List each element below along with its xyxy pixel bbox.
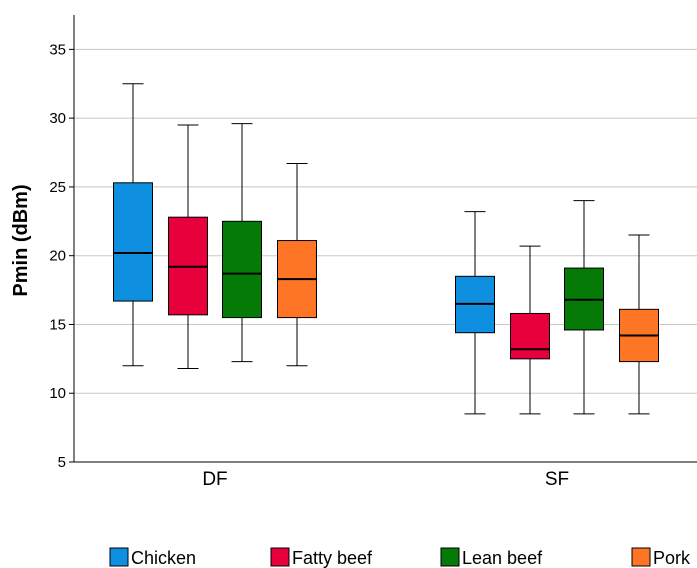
box-plot-pork-df — [277, 163, 317, 367]
boxes — [113, 83, 659, 415]
gridlines — [74, 48, 697, 394]
y-tick-label: 35 — [49, 41, 66, 58]
legend-swatch — [270, 547, 290, 567]
legend-item-lean-beef: Lean beef — [440, 547, 543, 568]
legend-item-fatty-beef: Fatty beef — [270, 547, 373, 568]
box-plot-chicken-df — [113, 83, 153, 367]
legend: Chicken Fatty beef Lean beef Pork — [109, 547, 691, 568]
legend-item-chicken: Chicken — [109, 547, 196, 568]
legend-swatch — [631, 547, 651, 567]
labels: 5 10 15 20 25 30 35 Pmin (dBm) DF SF — [10, 41, 569, 490]
box-plot-chicken-sf — [455, 211, 495, 415]
legend-item-pork: Pork — [631, 547, 691, 568]
legend-label: Pork — [653, 548, 691, 568]
box-plot-pork-sf — [619, 234, 659, 415]
box-plot-fatty-beef-sf — [510, 245, 550, 415]
axes — [69, 15, 697, 463]
x-category-label: DF — [202, 469, 227, 490]
box-plot-lean-beef-df — [222, 123, 262, 363]
box-plot-fatty-beef-df — [168, 124, 208, 369]
y-tick-label: 15 — [49, 316, 66, 333]
y-tick-label: 30 — [49, 110, 66, 127]
y-axis-title: Pmin (dBm) — [10, 184, 32, 296]
legend-label: Lean beef — [462, 548, 543, 568]
box-iqr — [510, 312, 550, 360]
y-tick-label: 20 — [49, 248, 66, 265]
legend-swatch — [440, 547, 460, 567]
y-tick-label: 25 — [49, 179, 66, 196]
legend-swatch — [109, 547, 129, 567]
y-tick-label: 10 — [49, 385, 66, 402]
legend-label: Chicken — [131, 548, 196, 568]
box-iqr — [113, 182, 153, 302]
x-category-label: SF — [545, 469, 569, 490]
y-tick-label: 5 — [58, 454, 66, 471]
box-plot-lean-beef-sf — [564, 200, 604, 415]
box-iqr — [222, 220, 262, 319]
legend-label: Fatty beef — [292, 548, 373, 568]
